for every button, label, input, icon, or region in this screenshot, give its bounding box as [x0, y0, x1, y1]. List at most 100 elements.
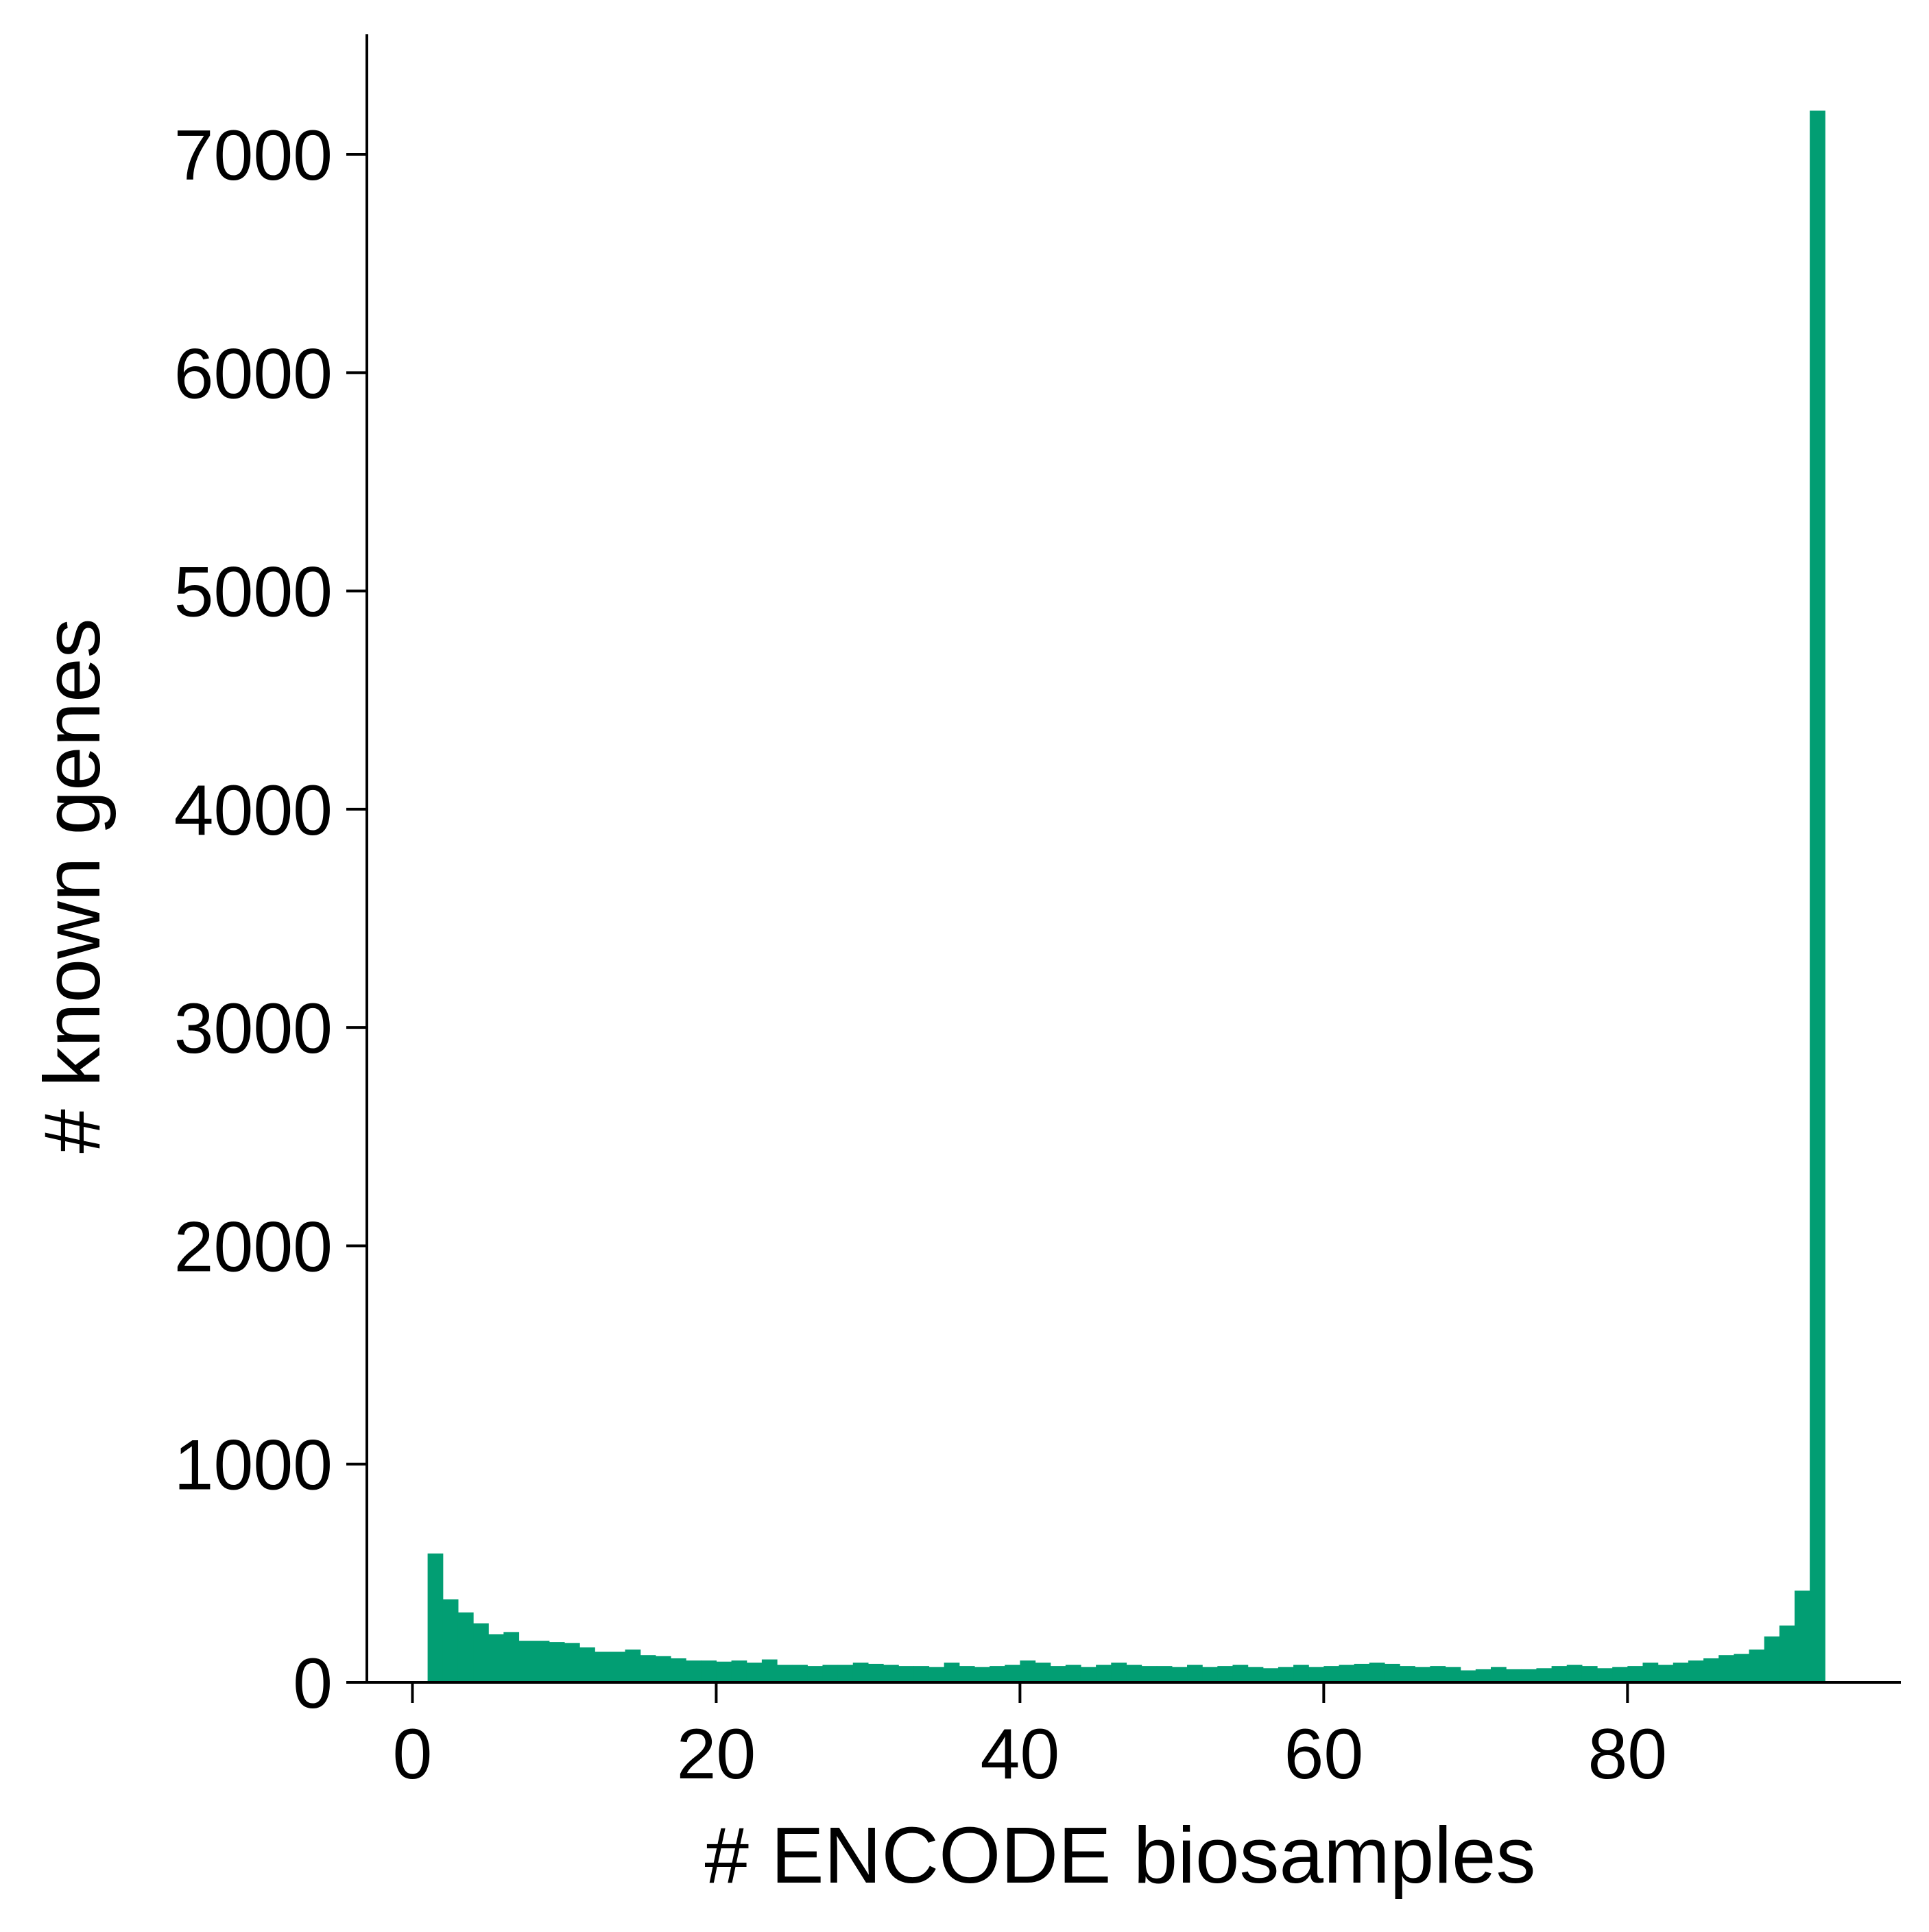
histogram-bar: [1400, 1666, 1415, 1682]
histogram-bar: [534, 1641, 550, 1682]
histogram-bar: [1005, 1665, 1020, 1682]
x-axis-title: # ENCODE biosamples: [705, 1811, 1536, 1900]
histogram-bar: [1384, 1663, 1400, 1682]
histogram-bar: [928, 1667, 945, 1682]
x-tick-label: 40: [981, 1715, 1060, 1794]
histogram-bar: [777, 1665, 793, 1682]
histogram-bar: [1278, 1667, 1294, 1682]
histogram-bar: [595, 1651, 610, 1682]
histogram-bar: [731, 1660, 747, 1682]
histogram-bar: [1339, 1665, 1355, 1682]
histogram-bar: [549, 1642, 565, 1682]
y-tick-label: 2000: [174, 1207, 333, 1287]
histogram-bar: [974, 1667, 990, 1682]
histogram-bar: [488, 1634, 504, 1682]
histogram-bar: [898, 1666, 914, 1682]
histogram-bar: [990, 1666, 1005, 1682]
histogram-bar: [640, 1655, 656, 1682]
histogram-bar: [686, 1660, 702, 1682]
histogram-bar: [518, 1641, 535, 1682]
histogram-bar: [867, 1663, 884, 1682]
y-tick-label: 7000: [174, 116, 333, 195]
histogram-bar: [473, 1623, 489, 1682]
histogram-bar: [1794, 1590, 1810, 1682]
histogram-bar: [1354, 1663, 1370, 1682]
histogram-bar: [427, 1553, 444, 1682]
x-axis-ticks: 0 20 40 60 80: [393, 1682, 1667, 1794]
histogram-bar: [1734, 1654, 1750, 1682]
histogram-bar: [1642, 1662, 1659, 1682]
x-tick-label: 60: [1284, 1715, 1364, 1794]
histogram-bar: [1430, 1666, 1446, 1682]
histogram-bar: [837, 1665, 854, 1682]
histogram-bar: [1673, 1662, 1689, 1682]
histogram-bar: [579, 1647, 595, 1682]
histogram-bar: [1141, 1666, 1158, 1682]
y-tick-label: 1000: [174, 1426, 333, 1505]
histogram-bar: [1627, 1666, 1644, 1682]
x-tick-label: 80: [1587, 1715, 1667, 1794]
histogram-bar: [564, 1643, 580, 1682]
histogram-bar: [1551, 1666, 1568, 1682]
histogram-bar: [1171, 1667, 1188, 1682]
histogram-bar: [1779, 1625, 1795, 1682]
histogram-bar: [1202, 1667, 1218, 1682]
y-tick-label: 4000: [174, 771, 333, 850]
histogram-bar: [959, 1666, 975, 1682]
histogram-bar: [1810, 110, 1825, 1682]
histogram-bar: [1597, 1668, 1613, 1682]
histogram-bar: [1247, 1667, 1264, 1682]
y-tick-label: 6000: [174, 334, 333, 414]
histogram-bar: [792, 1665, 808, 1682]
histogram-bar: [913, 1666, 930, 1682]
histogram-bar: [1323, 1666, 1340, 1682]
histogram-bar: [1688, 1660, 1704, 1682]
histogram-bar: [1217, 1666, 1234, 1682]
histogram-bar: [1460, 1670, 1476, 1682]
histogram-bar: [503, 1632, 520, 1682]
histogram-bar: [701, 1660, 717, 1682]
histogram-bar: [1566, 1665, 1583, 1682]
y-tick-label: 5000: [174, 553, 333, 632]
histogram-bar: [944, 1662, 960, 1682]
histogram-bar: [442, 1599, 459, 1682]
histogram-bar: [1521, 1669, 1537, 1682]
histogram-bar: [457, 1612, 474, 1682]
histogram-bar: [883, 1665, 899, 1682]
histogram-bar: [1035, 1662, 1051, 1682]
histogram-bar: [625, 1649, 641, 1682]
histogram-bar: [761, 1659, 778, 1682]
y-axis-ticks: 0 1000 2000 3000 4000 5000 6000 7000: [174, 116, 367, 1724]
histogram-bar: [1581, 1666, 1598, 1682]
histogram-bar: [716, 1661, 732, 1682]
histogram-bar: [1262, 1668, 1279, 1682]
histogram-bar: [1369, 1662, 1385, 1682]
histogram-bar: [1156, 1666, 1173, 1682]
x-tick-label: 20: [677, 1715, 756, 1794]
histogram-bar: [1612, 1667, 1628, 1682]
histogram-bar: [1050, 1666, 1066, 1682]
y-axis-title: # known genes: [27, 618, 117, 1153]
histogram-bar: [1475, 1669, 1491, 1682]
histogram-bar: [1111, 1662, 1127, 1682]
histogram-bar: [852, 1662, 869, 1682]
histogram-bar: [1232, 1665, 1249, 1682]
histogram-bar: [1718, 1655, 1734, 1682]
histogram-bar: [1490, 1667, 1507, 1682]
histogram-bar: [670, 1658, 686, 1682]
histogram-bar: [807, 1666, 824, 1682]
histogram-bar: [1126, 1665, 1142, 1682]
histogram-bar: [1020, 1660, 1036, 1682]
histogram-bar: [1415, 1667, 1430, 1682]
histogram-bar: [1096, 1665, 1112, 1682]
histogram-bar: [1536, 1668, 1553, 1682]
x-tick-label: 0: [393, 1715, 433, 1794]
histogram-bar: [1445, 1667, 1461, 1682]
histogram-bar: [1065, 1665, 1081, 1682]
histogram-bar: [822, 1665, 839, 1682]
histogram-bar: [610, 1651, 626, 1682]
histogram-bar: [1308, 1667, 1324, 1682]
histogram-bar: [1187, 1665, 1203, 1682]
y-tick-label: 0: [293, 1644, 333, 1724]
